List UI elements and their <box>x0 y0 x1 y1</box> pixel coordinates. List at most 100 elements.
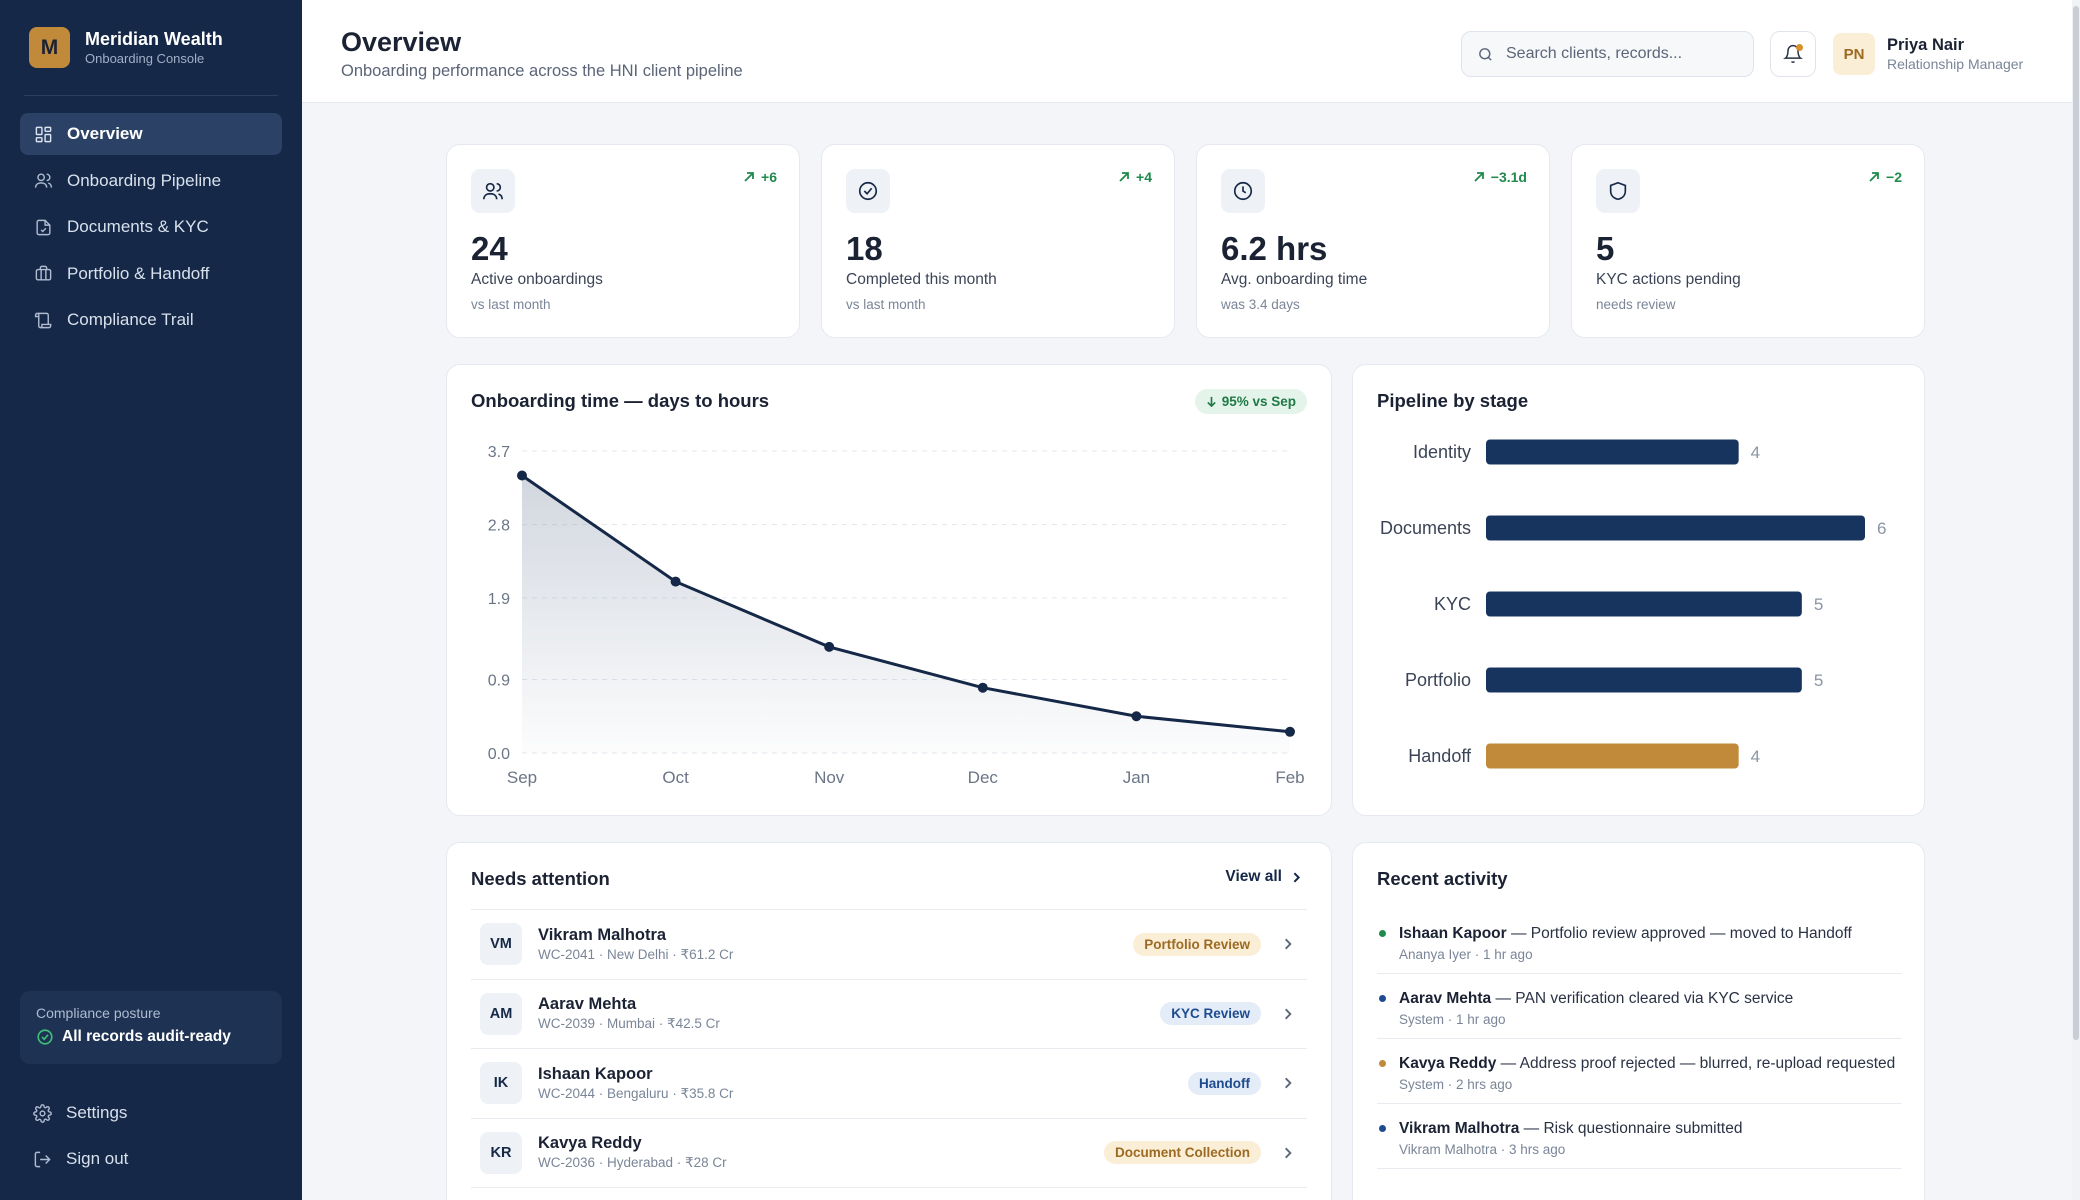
line-chart: 0.0 0.9 1.9 2.8 3.7 Sep Oct Nov Dec Jan Feb <box>488 444 1305 787</box>
client-avatar: VM <box>480 923 522 966</box>
kpi-value: 18 <box>846 230 883 267</box>
table-row[interactable]: IK Ishaan Kapoor WC-2044 · Bengaluru · ₹35… <box>471 1049 1307 1119</box>
client-meta: WC-2044 · Bengaluru · ₹35.8 Cr <box>538 1085 734 1101</box>
user-name: Priya Nair <box>1887 36 1965 54</box>
users-icon <box>34 173 53 188</box>
onboarding-time-chart-card: Onboarding time — days to hours 95% vs S… <box>446 364 1332 816</box>
category-label: KYC <box>1434 594 1471 614</box>
list-item[interactable]: Ishaan Kapoor — Portfolio review approve… <box>1377 909 1902 974</box>
check-circle-icon <box>858 181 878 201</box>
sidebar-item-overview[interactable]: Overview <box>20 113 282 155</box>
bar[interactable] <box>1486 743 1739 769</box>
activity-description: — Address proof rejected — blurred, re-u… <box>1496 1055 1896 1072</box>
arrow-up-right-icon <box>744 172 754 182</box>
activity-text: Vikram Malhotra — Risk questionnaire sub… <box>1399 1118 1902 1139</box>
data-point[interactable] <box>1131 711 1142 722</box>
document-icon <box>36 219 51 235</box>
bell-icon <box>1783 44 1803 64</box>
briefcase-icon <box>35 265 52 281</box>
status-badge: Document Collection <box>1103 1141 1261 1165</box>
bar[interactable] <box>1486 515 1865 541</box>
client-meta: WC-2039 · Mumbai · ₹42.5 Cr <box>538 1016 720 1032</box>
search-input[interactable] <box>1506 45 1726 63</box>
compliance-label: Compliance posture <box>36 1005 161 1021</box>
list-item[interactable]: Vikram Malhotra — Risk questionnaire sub… <box>1377 1104 1902 1169</box>
kpi-label: Active onboardings <box>471 271 603 288</box>
check-circle-icon <box>37 1029 53 1045</box>
kpi-icon-box <box>471 169 515 213</box>
arrow-up-right-icon <box>1869 172 1879 182</box>
activity-client: Aarav Mehta <box>1399 990 1492 1007</box>
activity-text: Aarav Mehta — PAN verification cleared v… <box>1399 988 1902 1009</box>
scrollbar-thumb[interactable] <box>2073 6 2079 1040</box>
sidebar-nav: Overview Onboarding Pipeline Documents &… <box>20 113 282 346</box>
shield-icon <box>1609 181 1627 201</box>
sidebar-divider <box>24 95 278 96</box>
activity-description: — PAN verification cleared via KYC servi… <box>1491 990 1794 1007</box>
series-line <box>521 474 1291 734</box>
list-item[interactable]: Aarav Mehta — PAN verification cleared v… <box>1377 974 1902 1039</box>
client-avatar: KR <box>480 1131 522 1174</box>
section-title: Needs attention <box>471 868 610 889</box>
sidebar-item-portfolio-handoff[interactable]: Portfolio & Handoff <box>20 253 282 295</box>
search-box <box>1461 31 1754 77</box>
notification-dot <box>1796 44 1803 51</box>
x-tick-label: Jan <box>1123 768 1150 787</box>
list-item[interactable]: Kavya Reddy — Address proof rejected — b… <box>1377 1039 1902 1104</box>
brand-name: Meridian Wealth <box>85 29 223 49</box>
bar-value-label: 5 <box>1814 595 1823 614</box>
kpi-icon-box <box>1221 169 1265 213</box>
table-row[interactable]: KR Kavya Reddy WC-2036 · Hyderabad · ₹28 C… <box>471 1119 1307 1188</box>
kpi-delta: −2 <box>1868 169 1902 185</box>
area-fill <box>522 475 1290 753</box>
status-badge: Portfolio Review <box>1133 932 1261 956</box>
bar[interactable] <box>1486 591 1802 617</box>
activity-dot <box>1379 995 1386 1002</box>
kpi-value: 6.2 hrs <box>1221 230 1328 267</box>
status-badge: KYC Review <box>1160 1002 1261 1026</box>
x-tick-label: Dec <box>968 768 999 787</box>
activity-meta: System · 1 hr ago <box>1399 1012 1506 1027</box>
sidebar-item-compliance-trail[interactable]: Compliance Trail <box>20 299 282 341</box>
settings-link[interactable]: Settings <box>33 1090 128 1136</box>
chevron-right-icon <box>1285 938 1292 950</box>
compliance-status: All records audit-ready <box>62 1028 231 1045</box>
bar[interactable] <box>1486 439 1739 465</box>
needs-attention-card: Needs attention View all VM Vikram Malhot… <box>446 842 1332 1200</box>
compliance-posture-card: Compliance posture All records audit-rea… <box>20 991 282 1064</box>
data-point[interactable] <box>824 641 835 652</box>
chevron-right-icon <box>1285 1008 1292 1020</box>
x-tick-label: Nov <box>814 768 845 787</box>
activity-dot <box>1379 1125 1386 1132</box>
user-avatar[interactable]: PN <box>1833 33 1875 75</box>
category-label: Identity <box>1413 442 1471 462</box>
settings-label: Settings <box>66 1103 128 1122</box>
kpi-sublabel: was 3.4 days <box>1221 297 1300 312</box>
brand[interactable]: M Meridian Wealth Onboarding Console <box>29 27 223 68</box>
table-row[interactable]: VM Vikram Malhotra WC-2041 · New Delhi · ₹… <box>471 910 1307 980</box>
chevron-right-icon <box>1285 1077 1292 1089</box>
client-avatar: IK <box>480 1062 522 1105</box>
sign-out-link[interactable]: Sign out <box>33 1136 128 1182</box>
chart-title: Pipeline by stage <box>1377 390 1529 411</box>
sidebar-item-documents-kyc[interactable]: Documents & KYC <box>20 206 282 248</box>
sidebar-item-onboarding-pipeline[interactable]: Onboarding Pipeline <box>20 160 282 202</box>
activity-client: Ishaan Kapoor <box>1399 925 1507 942</box>
kpi-icon-box <box>1596 169 1640 213</box>
table-row[interactable]: AM Aarav Mehta WC-2039 · Mumbai · ₹42.5 Cr… <box>471 980 1307 1049</box>
data-point[interactable] <box>670 576 681 587</box>
top-header: Overview Onboarding performance across t… <box>302 0 2072 103</box>
client-name: Kavya Reddy <box>538 1134 642 1153</box>
data-point[interactable] <box>517 470 527 481</box>
kpi-label: Completed this month <box>846 271 997 288</box>
view-all-link[interactable]: View all <box>1225 868 1303 886</box>
sidebar-item-label: Overview <box>67 124 143 143</box>
notifications-button[interactable] <box>1770 31 1816 77</box>
client-avatar: AM <box>480 992 522 1035</box>
kpi-card-avg-time: −3.1d 6.2 hrs Avg. onboarding time was 3… <box>1196 144 1550 338</box>
kpi-card-active-onboardings: +6 24 Active onboardings vs last month <box>446 144 800 338</box>
data-point[interactable] <box>977 682 988 693</box>
data-point[interactable] <box>1285 726 1295 737</box>
sidebar-item-label: Portfolio & Handoff <box>67 263 210 283</box>
bar[interactable] <box>1486 667 1802 693</box>
